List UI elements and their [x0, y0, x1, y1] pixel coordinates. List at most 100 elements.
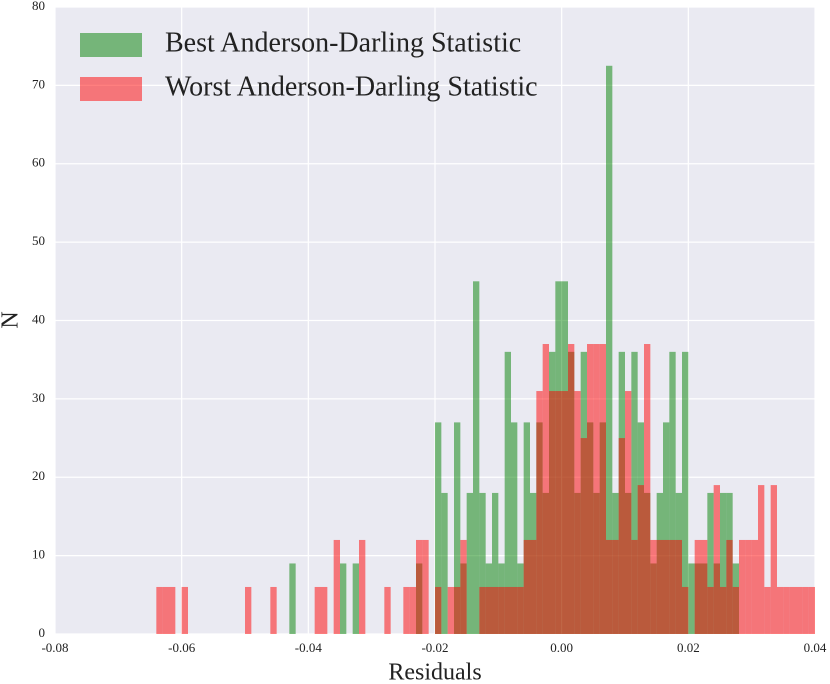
bar: [454, 422, 461, 634]
bar: [618, 438, 625, 634]
bar: [745, 539, 752, 634]
bar: [447, 586, 454, 634]
x-tick-label: -0.02: [421, 640, 448, 655]
bar: [669, 539, 676, 634]
bar: [466, 492, 473, 634]
bar: [181, 586, 188, 634]
bar: [498, 586, 505, 634]
x-axis-label: Residuals: [388, 660, 481, 684]
bar: [631, 539, 638, 634]
bar: [758, 485, 765, 634]
legend: Best Anderson-Darling Statistic Worst And…: [80, 27, 538, 102]
y-tick-label: 20: [32, 468, 45, 483]
bar: [555, 391, 562, 634]
bar: [504, 586, 511, 634]
bar: [783, 586, 790, 634]
bar: [333, 539, 340, 634]
bar: [314, 586, 321, 634]
y-tick-label: 50: [32, 233, 45, 248]
bar: [492, 586, 499, 634]
x-tick-label: 0.00: [550, 640, 573, 655]
bar: [764, 586, 771, 634]
bar: [777, 586, 784, 634]
legend-label: Worst Anderson-Darling Statistic: [165, 71, 538, 102]
bar: [631, 351, 638, 634]
bar: [321, 586, 328, 634]
bar: [637, 485, 644, 634]
bar: [340, 563, 347, 634]
bar: [511, 586, 518, 634]
bar: [580, 438, 587, 634]
bar: [403, 586, 410, 634]
bar: [688, 563, 695, 634]
bar: [606, 65, 613, 634]
bar: [530, 539, 537, 634]
legend-swatch: [80, 77, 142, 101]
bar: [789, 586, 796, 634]
x-tick-label: 0.02: [677, 640, 700, 655]
y-tick-label: 10: [32, 547, 45, 562]
bar: [352, 563, 359, 634]
bar: [568, 344, 575, 634]
bar: [169, 586, 176, 634]
bar: [606, 539, 613, 634]
y-tick-label: 80: [32, 0, 45, 13]
y-tick-label: 60: [32, 155, 45, 170]
bar: [485, 586, 492, 634]
bars: [156, 65, 815, 634]
bar: [523, 422, 530, 634]
bar: [384, 586, 391, 634]
bar: [409, 586, 416, 634]
bar: [289, 563, 296, 634]
bar: [802, 586, 809, 634]
y-axis-label: N: [0, 311, 24, 328]
bar: [416, 539, 423, 634]
bar: [422, 539, 429, 634]
bar: [270, 586, 277, 634]
x-tick-label: -0.08: [41, 640, 68, 655]
bar: [612, 539, 619, 634]
bar: [770, 485, 777, 634]
bar: [732, 586, 739, 634]
x-tick-label: -0.04: [295, 640, 323, 655]
bar: [663, 422, 670, 634]
bar: [682, 351, 689, 634]
y-tick-label: 70: [32, 76, 45, 91]
x-tick-label: -0.06: [168, 640, 196, 655]
bar: [441, 492, 448, 634]
axes: 0 10 20 30 40 50 60 70 80 -0.08 -0.06 -0.04 -0.02 0.0…: [32, 0, 827, 655]
legend-label: Best Anderson-Darling Statistic: [165, 27, 521, 58]
bar: [593, 344, 600, 634]
y-tick-label: 0: [39, 625, 46, 640]
bar: [549, 391, 556, 634]
bar: [669, 351, 676, 634]
bar: [739, 539, 746, 634]
bar: [245, 586, 252, 634]
bar: [587, 344, 594, 634]
bar: [454, 586, 461, 634]
bar: [460, 539, 467, 634]
y-tick-label: 30: [32, 390, 45, 405]
y-tick-label: 40: [32, 311, 45, 326]
bar: [713, 485, 720, 634]
bar: [656, 539, 663, 634]
bar: [796, 586, 803, 634]
bar: [663, 539, 670, 634]
bar: [644, 344, 651, 634]
bar: [492, 492, 499, 634]
bar: [707, 492, 714, 634]
bar: [574, 391, 581, 634]
bar: [561, 391, 568, 634]
bar: [720, 586, 727, 634]
bar: [479, 492, 486, 634]
x-tick-label: 0.04: [804, 640, 827, 655]
bar: [473, 281, 480, 634]
bar: [162, 586, 169, 634]
bar: [542, 344, 549, 634]
legend-swatch: [80, 33, 142, 57]
bar: [726, 539, 733, 634]
bar: [694, 539, 701, 634]
bar: [517, 586, 524, 634]
bar: [650, 539, 657, 634]
